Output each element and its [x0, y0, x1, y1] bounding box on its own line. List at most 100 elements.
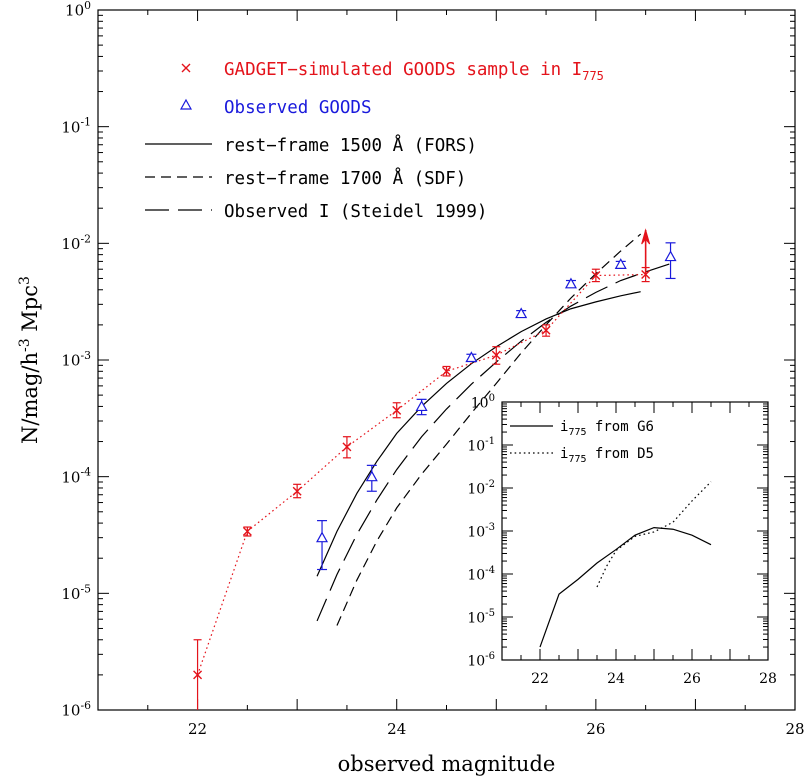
y-tick-base: 10	[471, 395, 489, 411]
y-tick-base: 10	[61, 468, 80, 486]
observed-point	[316, 531, 329, 543]
y-tick-base: 10	[467, 438, 485, 454]
simulated-connector-line	[197, 273, 646, 676]
legend-marker-simulated	[181, 63, 191, 73]
y-tick-label: 10-4	[61, 466, 91, 487]
simulated-point	[541, 325, 551, 335]
y-axis-label-text: Mpc	[18, 285, 42, 338]
simulated-point	[442, 366, 451, 376]
y-axis-label: N/mag/h-3 Mpc3	[17, 276, 42, 444]
inset-legend-text: i	[560, 419, 568, 435]
simulated-point	[193, 670, 203, 680]
y-tick-label: 10-6	[61, 699, 91, 720]
y-tick-label: 10-1	[467, 436, 495, 454]
x-tick-label: 26	[683, 671, 701, 687]
y-tick-base: 10	[61, 585, 80, 603]
inset-series-line-0	[539, 526, 712, 648]
y-tick-exponent: -3	[80, 349, 91, 362]
x-axis-label: observed magnitude	[338, 752, 556, 776]
y-tick-exponent: -6	[80, 699, 91, 712]
y-tick-exponent: -6	[485, 651, 495, 662]
y-tick-exponent: -1	[80, 116, 91, 129]
inset-series-line-1	[596, 481, 712, 588]
y-tick-exponent: -4	[485, 565, 495, 576]
x-tick-label: 22	[188, 720, 207, 738]
y-tick-label: 10-5	[467, 608, 495, 626]
y-tick-exponent: -5	[80, 582, 91, 595]
observed-point	[415, 400, 428, 412]
y-tick-exponent: 0	[489, 393, 495, 404]
simulated-point	[342, 442, 352, 452]
observed-point	[614, 258, 627, 269]
y-tick-label: 10-3	[467, 522, 495, 540]
y-tick-base: 10	[467, 567, 485, 583]
legend-label: GADGET−simulated GOODS sample in I775	[224, 60, 604, 83]
y-tick-label: 10-2	[467, 479, 495, 497]
legend-label-text: rest−frame 1500 Å (FORS)	[224, 134, 477, 156]
x-tick-label: 28	[785, 720, 804, 738]
y-tick-base: 10	[61, 352, 80, 370]
observed-point	[365, 470, 378, 482]
y-tick-base: 10	[61, 702, 80, 720]
y-tick-label: 10-4	[467, 565, 495, 583]
plot-frame	[501, 401, 769, 661]
y-tick-exponent: -3	[485, 522, 495, 533]
inset-legend-label: i775 from D5	[560, 446, 654, 465]
y-axis-label-text: N/mag/h	[18, 352, 42, 444]
simulated-point	[292, 486, 302, 496]
y-tick-label: 100	[471, 393, 495, 411]
x-tick-label: 28	[759, 671, 777, 687]
x-tick-label: 24	[607, 671, 625, 687]
y-tick-exponent: -1	[485, 436, 495, 447]
legend-label-subscript: 775	[582, 69, 604, 83]
lower-limit-arrowhead	[641, 228, 651, 245]
legend-label: rest−frame 1700 Å (SDF)	[224, 167, 466, 189]
y-tick-exponent: -4	[80, 466, 91, 479]
observed-point	[465, 351, 478, 363]
simulated-point	[591, 271, 601, 280]
legend-label-text: rest−frame 1700 Å (SDF)	[224, 167, 466, 189]
observed-point	[664, 250, 677, 262]
simulated-point	[491, 350, 501, 360]
y-tick-base: 10	[467, 524, 485, 540]
y-axis-label-superscript: 3	[17, 276, 33, 285]
y-tick-base: 10	[467, 481, 485, 497]
y-tick-exponent: -2	[485, 479, 495, 490]
y-axis-label-superscript: -3	[17, 338, 33, 352]
y-tick-label: 10-2	[61, 232, 91, 253]
observed-point	[515, 307, 528, 319]
legend-marker-observed	[179, 98, 193, 110]
series-line-4	[316, 263, 671, 622]
inset-legend-label: i775 from G6	[560, 419, 654, 438]
simulated-point	[242, 526, 252, 536]
legend-label-text: Observed I (Steidel 1999)	[224, 202, 487, 222]
y-tick-base: 10	[467, 610, 485, 626]
x-tick-label: 26	[586, 720, 605, 738]
y-tick-label: 10-3	[61, 349, 91, 370]
y-tick-base: 10	[467, 653, 485, 669]
legend-label-text: GADGET−simulated GOODS sample in I	[224, 60, 582, 80]
simulated-point	[392, 405, 402, 415]
inset-legend-subscript: 775	[568, 427, 586, 438]
y-tick-label: 10-5	[61, 582, 91, 603]
x-tick-label: 24	[387, 720, 406, 738]
legend-label: rest−frame 1500 Å (FORS)	[224, 134, 477, 156]
y-tick-base: 10	[61, 235, 80, 253]
y-tick-base: 10	[61, 118, 80, 136]
inset-legend-text: from G6	[587, 419, 654, 435]
legend-label-text: Observed GOODS	[224, 98, 372, 118]
y-tick-exponent: 0	[84, 0, 91, 12]
inset-legend-subscript: 775	[568, 454, 586, 465]
inset-legend-text: from D5	[587, 446, 654, 462]
y-tick-exponent: -5	[485, 608, 495, 619]
legend-label: Observed GOODS	[224, 98, 372, 118]
observed-point	[564, 277, 577, 289]
y-tick-base: 10	[65, 2, 84, 20]
inset-legend-text: i	[560, 446, 568, 462]
y-tick-label: 10-6	[467, 651, 495, 669]
legend-label: Observed I (Steidel 1999)	[224, 202, 487, 222]
y-tick-label: 10-1	[61, 116, 91, 137]
series-line-3	[336, 233, 642, 626]
